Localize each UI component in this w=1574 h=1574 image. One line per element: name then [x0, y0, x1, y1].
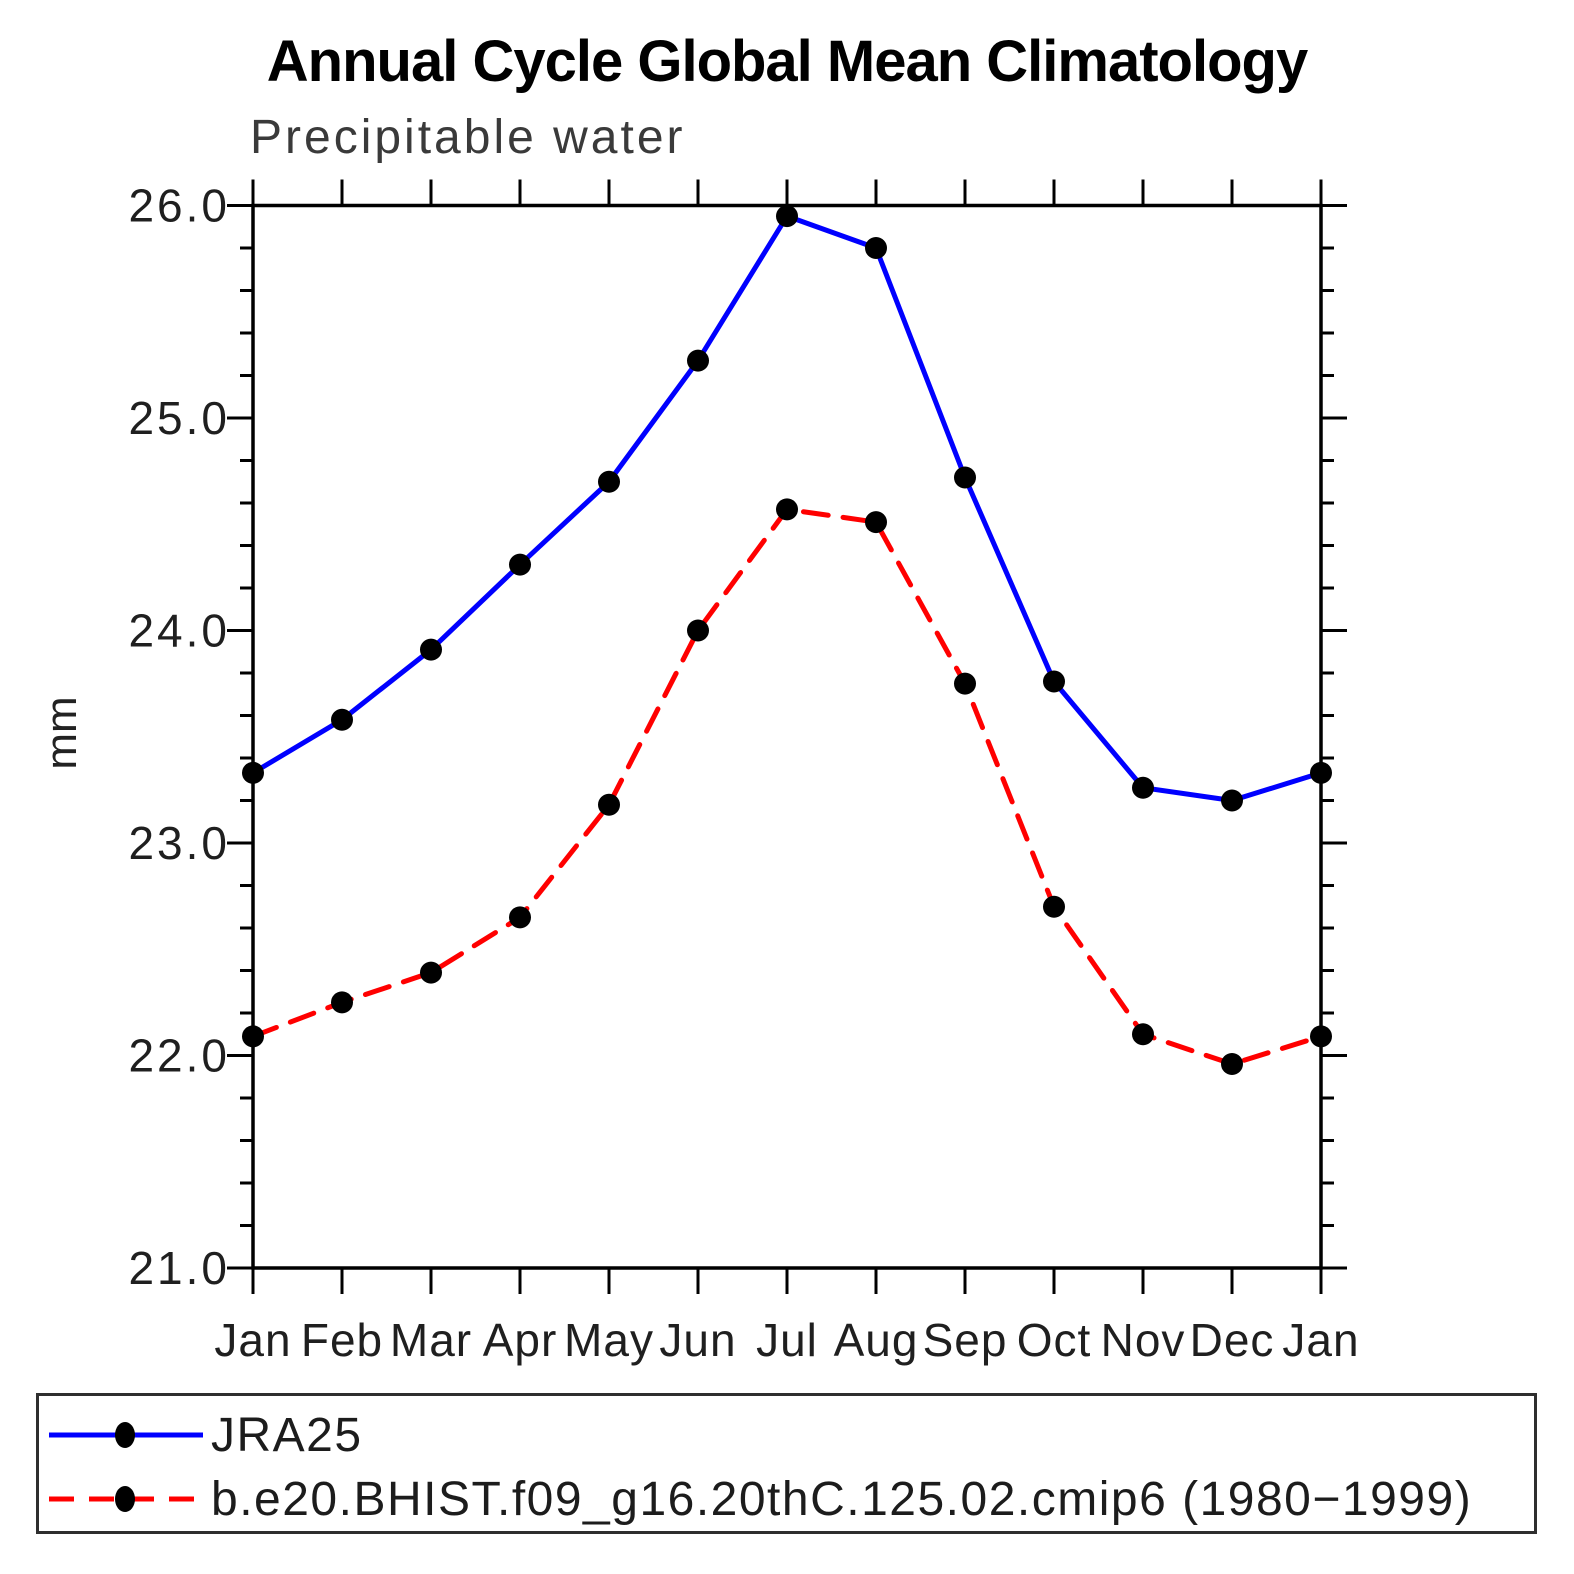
data-point-s0	[242, 761, 264, 784]
legend-entry-jra25: JRA25	[43, 1408, 363, 1462]
series-line-1	[250, 506, 1324, 1067]
x-tick-label: Dec	[1190, 1314, 1275, 1366]
y-tick-label: 23.0	[128, 817, 230, 869]
data-point-s0	[598, 470, 620, 493]
data-point-s1	[509, 906, 531, 929]
x-tick-label: Jun	[659, 1314, 736, 1366]
legend-marker-dot	[115, 1486, 135, 1512]
data-point-s0	[1132, 776, 1154, 799]
x-tick-label: Oct	[1017, 1314, 1092, 1366]
legend-marker-dot	[115, 1422, 135, 1448]
y-tick-label: 24.0	[128, 605, 230, 657]
x-tick-label: Jan	[214, 1314, 291, 1366]
data-point-s0	[1221, 789, 1243, 812]
legend-entry-model: b.e20.BHIST.f09_g16.20thC.125.02.cmip6 (…	[43, 1472, 1473, 1526]
data-point-s0	[1043, 670, 1065, 693]
data-point-s0	[776, 205, 798, 228]
data-point-s1	[687, 619, 709, 642]
x-tick-label: May	[564, 1314, 654, 1366]
data-point-s0	[420, 638, 442, 661]
data-point-s1	[598, 793, 620, 816]
data-point-s0	[331, 708, 353, 731]
data-point-s1	[776, 498, 798, 521]
data-point-s0	[1310, 761, 1332, 784]
x-tick-label: Jan	[1282, 1314, 1359, 1366]
data-point-s0	[687, 349, 709, 372]
legend-line-sample-dashed	[49, 1486, 203, 1512]
data-point-s0	[865, 237, 887, 259]
legend-line-sample-solid	[49, 1422, 203, 1448]
data-point-s1	[1310, 1025, 1332, 1048]
data-point-s1	[954, 672, 976, 695]
legend: JRA25 b.e20.BHIST.f09_g16.20thC.125.02.c…	[36, 1393, 1537, 1534]
x-tick-label: Mar	[390, 1314, 472, 1366]
data-point-s0	[954, 466, 976, 489]
y-tick-label: 22.0	[128, 1030, 230, 1082]
data-point-s1	[1043, 895, 1065, 918]
data-point-s1	[865, 511, 887, 534]
y-tick-label: 26.0	[128, 180, 230, 232]
legend-label: JRA25	[211, 1408, 363, 1462]
data-point-s1	[1132, 1023, 1154, 1046]
x-tick-label: Sep	[923, 1314, 1008, 1366]
data-point-s1	[1221, 1053, 1243, 1075]
data-point-s1	[420, 961, 442, 984]
axis-frame	[251, 203, 1323, 1270]
x-tick-label: Apr	[483, 1314, 558, 1366]
x-tick-label: Jul	[756, 1314, 818, 1366]
x-tick-label: Aug	[834, 1314, 919, 1366]
data-point-s1	[242, 1025, 264, 1048]
data-point-s0	[509, 553, 531, 576]
legend-label: b.e20.BHIST.f09_g16.20thC.125.02.cmip6 (…	[211, 1472, 1473, 1526]
chart-title: Annual Cycle Global Mean Climatology	[266, 29, 1308, 94]
y-tick-label: 21.0	[128, 1242, 230, 1294]
y-tick-label: 25.0	[128, 392, 230, 444]
x-tick-label: Feb	[301, 1314, 383, 1366]
chart-subtitle: Precipitable water	[250, 111, 686, 164]
x-tick-label: Nov	[1101, 1314, 1186, 1366]
data-point-s1	[331, 991, 353, 1014]
